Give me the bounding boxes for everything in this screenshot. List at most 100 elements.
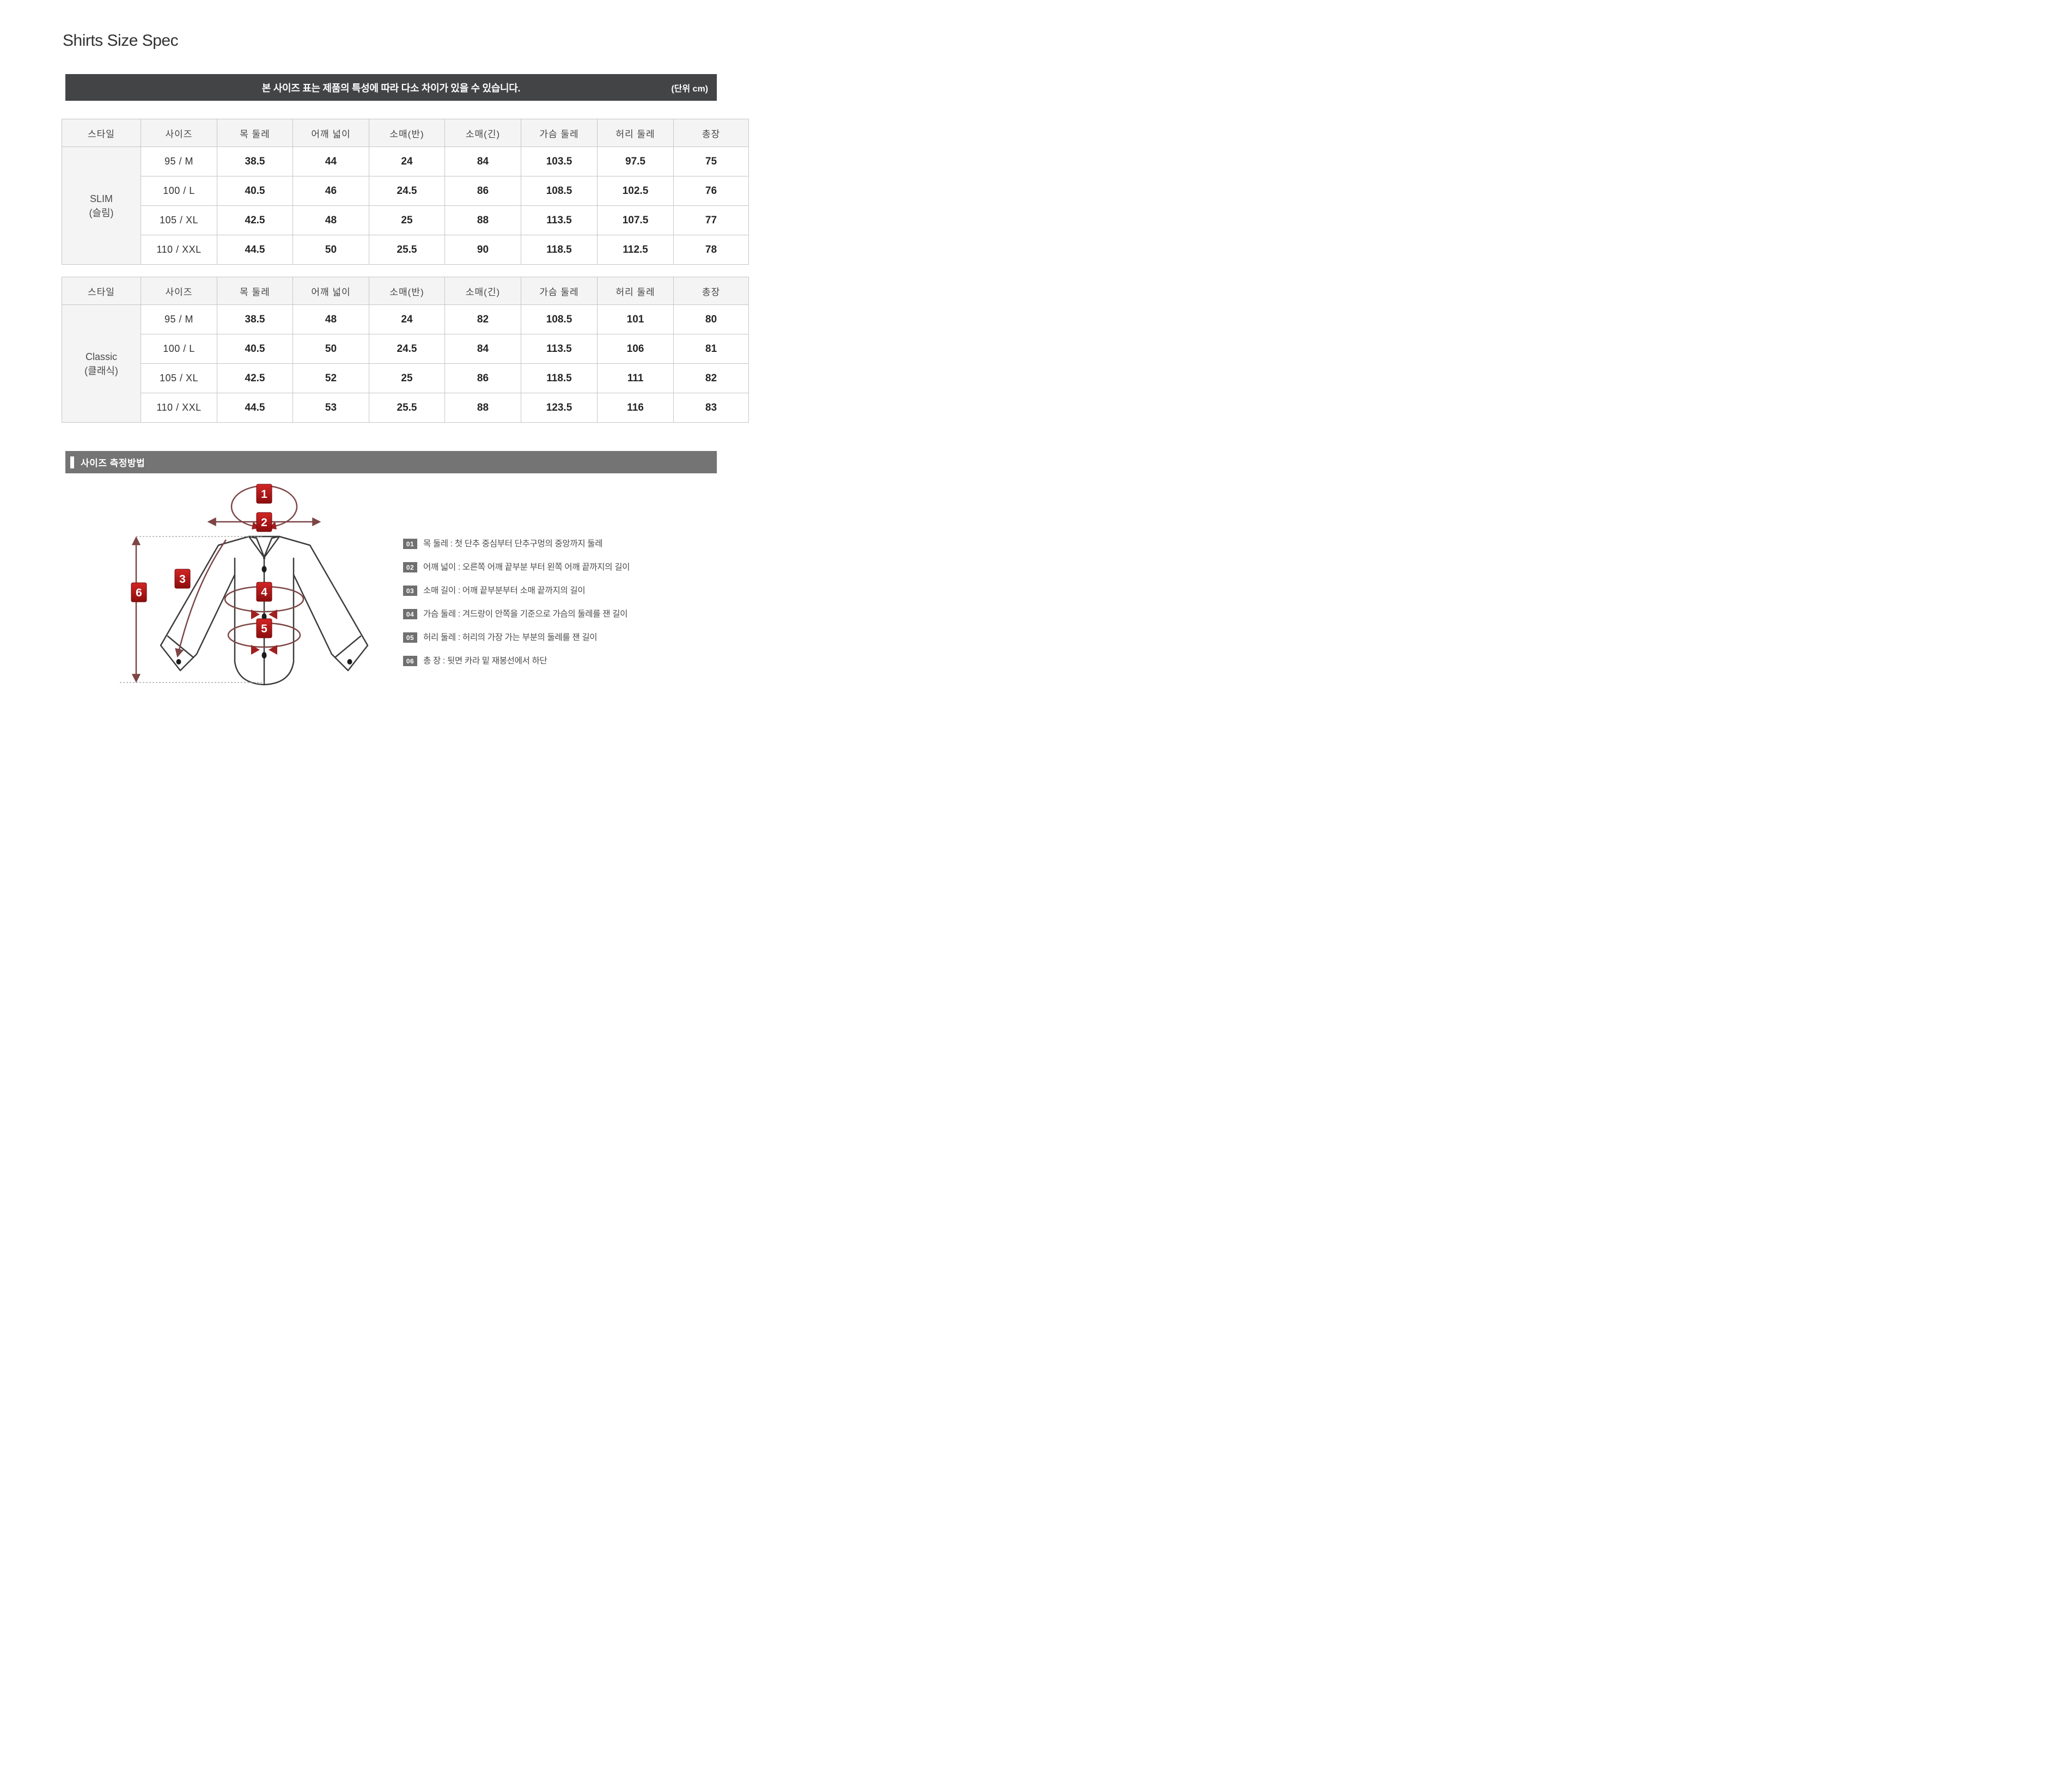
- value-cell: 24.5: [369, 334, 445, 364]
- value-cell: 48: [292, 304, 369, 334]
- page-title: Shirts Size Spec: [63, 32, 179, 50]
- svg-text:2: 2: [261, 516, 267, 529]
- list-item: 02 어깨 넓이 : 오른쪽 어깨 끝부분 부터 왼쪽 어깨 끝까지의 길이: [403, 562, 630, 572]
- notice-unit-label: (단위 cm): [671, 84, 708, 94]
- col-header-neck: 목 둘레: [217, 119, 293, 147]
- marker-badge-6: 6: [131, 582, 147, 602]
- value-cell: 53: [292, 393, 369, 423]
- value-cell: 75: [673, 147, 749, 176]
- col-header-shoulder: 어깨 넓이: [292, 119, 369, 147]
- col-header-shoulder: 어깨 넓이: [292, 277, 369, 305]
- value-cell: 38.5: [217, 147, 293, 176]
- col-header-chest: 가슴 둘레: [521, 277, 598, 305]
- col-header-length: 총장: [673, 277, 749, 305]
- value-cell: 83: [673, 393, 749, 423]
- list-item: 06 총 장 : 뒷면 카라 밑 재봉선에서 하단: [403, 656, 630, 666]
- svg-text:6: 6: [136, 587, 142, 599]
- notice-text: 본 사이즈 표는 제품의 특성에 따라 다소 차이가 있을 수 있습니다.: [261, 82, 521, 94]
- item-number-badge: 03: [403, 586, 417, 596]
- value-cell: 80: [673, 304, 749, 334]
- size-cell: 105 / XL: [141, 363, 217, 393]
- value-cell: 48: [292, 205, 369, 235]
- value-cell: 113.5: [521, 334, 598, 364]
- marker-badge-4: 4: [256, 582, 272, 602]
- col-header-style: 스타일: [62, 119, 141, 147]
- svg-text:4: 4: [261, 586, 267, 599]
- value-cell: 84: [444, 147, 521, 176]
- header-row: 스타일 사이즈 목 둘레 어깨 넓이 소매(반) 소매(긴) 가슴 둘레 허리 …: [62, 119, 749, 147]
- shirt-buttons: [176, 566, 352, 665]
- value-cell: 108.5: [521, 176, 598, 206]
- value-cell: 40.5: [217, 334, 293, 364]
- item-text: 허리 둘레 : 허리의 가장 가는 부분의 둘레를 잰 길이: [423, 633, 598, 642]
- value-cell: 24: [369, 304, 445, 334]
- style-cell-classic: Classic (클래식): [62, 304, 141, 423]
- value-cell: 78: [673, 235, 749, 265]
- table-row: 100 / L 40.5 46 24.5 86 108.5 102.5 76: [62, 176, 749, 206]
- size-cell: 100 / L: [141, 176, 217, 206]
- header-row: 스타일 사이즈 목 둘레 어깨 넓이 소매(반) 소매(긴) 가슴 둘레 허리 …: [62, 277, 749, 305]
- col-header-style: 스타일: [62, 277, 141, 305]
- marker-badge-3: 3: [174, 569, 191, 589]
- item-number-badge: 01: [403, 539, 417, 549]
- list-item: 01 목 둘레 : 첫 단추 중심부터 단추구멍의 중앙까지 둘레: [403, 539, 630, 549]
- measure-list: 01 목 둘레 : 첫 단추 중심부터 단추구멍의 중앙까지 둘레 02 어깨 …: [403, 539, 630, 679]
- value-cell: 106: [597, 334, 674, 364]
- style-name: Classic: [85, 351, 117, 362]
- col-header-size: 사이즈: [141, 119, 217, 147]
- svg-text:3: 3: [179, 573, 186, 586]
- item-number-badge: 06: [403, 656, 417, 666]
- value-cell: 101: [597, 304, 674, 334]
- col-header-sleeve-short: 소매(반): [369, 277, 445, 305]
- item-number-badge: 02: [403, 562, 417, 572]
- value-cell: 25.5: [369, 235, 445, 265]
- value-cell: 81: [673, 334, 749, 364]
- value-cell: 76: [673, 176, 749, 206]
- value-cell: 24.5: [369, 176, 445, 206]
- value-cell: 118.5: [521, 363, 598, 393]
- value-cell: 24: [369, 147, 445, 176]
- item-text: 가슴 둘레 : 겨드랑이 안쪽을 기준으로 가슴의 둘레를 잰 길이: [423, 609, 628, 619]
- value-cell: 112.5: [597, 235, 674, 265]
- col-header-length: 총장: [673, 119, 749, 147]
- value-cell: 50: [292, 235, 369, 265]
- col-header-size: 사이즈: [141, 277, 217, 305]
- value-cell: 52: [292, 363, 369, 393]
- item-text: 소매 길이 : 어깨 끝부분부터 소매 끝까지의 길이: [423, 586, 586, 595]
- table-row: 110 / XXL 44.5 53 25.5 88 123.5 116 83: [62, 393, 749, 423]
- value-cell: 90: [444, 235, 521, 265]
- value-cell: 40.5: [217, 176, 293, 206]
- value-cell: 107.5: [597, 205, 674, 235]
- value-cell: 44.5: [217, 235, 293, 265]
- marker-badge-1: 1: [256, 484, 272, 504]
- col-header-sleeve-short: 소매(반): [369, 119, 445, 147]
- size-table-classic: 스타일 사이즈 목 둘레 어깨 넓이 소매(반) 소매(긴) 가슴 둘레 허리 …: [62, 277, 749, 423]
- list-item: 04 가슴 둘레 : 겨드랑이 안쪽을 기준으로 가슴의 둘레를 잰 길이: [403, 609, 630, 619]
- value-cell: 25: [369, 205, 445, 235]
- value-cell: 44.5: [217, 393, 293, 423]
- col-header-sleeve-long: 소매(긴): [444, 119, 521, 147]
- heading-bar-icon: [70, 456, 74, 468]
- style-sub: (클래식): [84, 365, 118, 376]
- col-header-waist: 허리 둘레: [597, 277, 674, 305]
- notice-banner: 본 사이즈 표는 제품의 특성에 따라 다소 차이가 있을 수 있습니다. (단…: [65, 74, 717, 101]
- marker-badge-2: 2: [256, 512, 272, 532]
- value-cell: 82: [444, 304, 521, 334]
- shirt-measurement-diagram: 1 2 3 4 5 6: [120, 484, 369, 686]
- table-row: 100 / L 40.5 50 24.5 84 113.5 106 81: [62, 334, 749, 364]
- value-cell: 118.5: [521, 235, 598, 265]
- item-text: 목 둘레 : 첫 단추 중심부터 단추구멍의 중앙까지 둘레: [423, 539, 603, 548]
- svg-text:5: 5: [261, 623, 267, 635]
- shirts-size-spec-page: Shirts Size Spec 본 사이즈 표는 제품의 특성에 따라 다소 …: [0, 0, 842, 724]
- item-number-badge: 05: [403, 632, 417, 643]
- value-cell: 86: [444, 176, 521, 206]
- table-row: 110 / XXL 44.5 50 25.5 90 118.5 112.5 78: [62, 235, 749, 265]
- table-row: 105 / XL 42.5 48 25 88 113.5 107.5 77: [62, 205, 749, 235]
- table-row: Classic (클래식) 95 / M 38.5 48 24 82 108.5…: [62, 304, 749, 423]
- table-row: SLIM (슬림) 95 / M 38.5 44 24 84 103.5 97.…: [62, 147, 749, 265]
- measure-section-body: 1 2 3 4 5 6: [0, 482, 842, 716]
- style-cell-slim: SLIM (슬림): [62, 147, 141, 265]
- value-cell: 44: [292, 147, 369, 176]
- marker-badge-5: 5: [256, 618, 272, 638]
- value-cell: 102.5: [597, 176, 674, 206]
